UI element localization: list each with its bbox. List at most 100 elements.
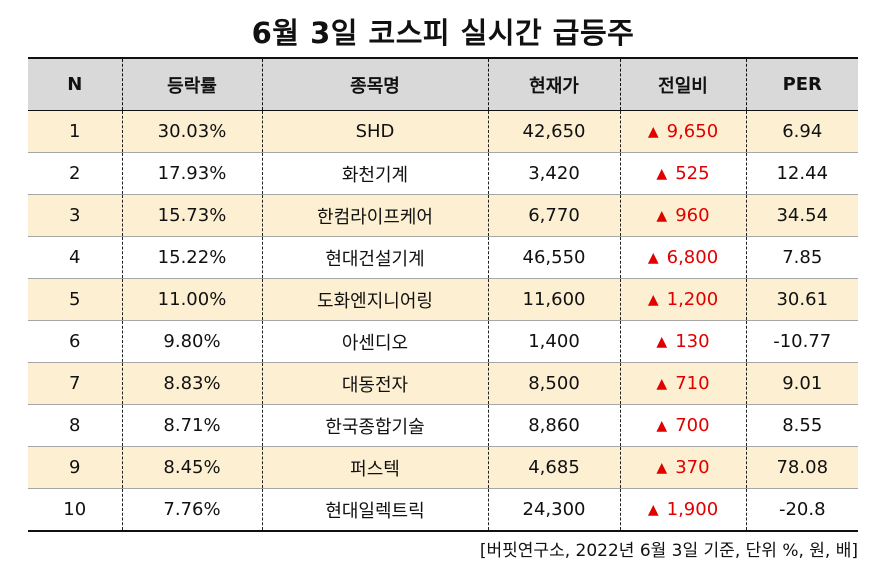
cell-stock-name: 한컴라이프케어 [261, 194, 488, 237]
cell-day-change: ▲ 960 [619, 194, 746, 237]
table-row: 3 15.73% 한컴라이프케어 6,770 ▲ 960 34.54 [28, 194, 858, 237]
table-row: 1 30.03% SHD 42,650 ▲ 9,650 6.94 [28, 110, 858, 153]
stock-table: N 등락률 종목명 현재가 전일비 PER 1 30.03% SHD 42,650 ▲ 9… [28, 57, 858, 532]
cell-day-change: ▲ 1,200 [619, 278, 746, 321]
cell-per: 78.08 [745, 446, 858, 489]
cell-day-change: ▲ 710 [619, 362, 746, 405]
header-per: PER [745, 59, 858, 111]
stock-table-grid: N 등락률 종목명 현재가 전일비 PER 1 30.03% SHD 42,650 ▲ 9… [28, 59, 858, 530]
day-change-value: 525 [675, 163, 710, 184]
up-triangle-icon: ▲ [656, 418, 668, 434]
cell-per: 6.94 [745, 110, 858, 153]
up-triangle-icon: ▲ [656, 166, 668, 182]
cell-day-change: ▲ 700 [619, 404, 746, 447]
header-row: N 등락률 종목명 현재가 전일비 PER [28, 59, 858, 111]
up-triangle-icon: ▲ [647, 124, 659, 140]
cell-per: 12.44 [745, 152, 858, 195]
cell-per: 34.54 [745, 194, 858, 237]
cell-current-price: 11,600 [487, 278, 620, 321]
cell-change-rate: 15.22% [121, 236, 262, 279]
table-row: 2 17.93% 화천기계 3,420 ▲ 525 12.44 [28, 152, 858, 195]
cell-current-price: 1,400 [487, 320, 620, 363]
cell-change-rate: 9.80% [121, 320, 262, 363]
cell-stock-name: 현대일렉트릭 [261, 488, 488, 530]
cell-stock-name: 한국종합기술 [261, 404, 488, 447]
day-change-value: 6,800 [666, 247, 719, 268]
page-title: 6월 3일 코스피 실시간 급등주 [251, 16, 635, 50]
cell-stock-name: 아센디오 [261, 320, 488, 363]
table-row: 7 8.83% 대동전자 8,500 ▲ 710 9.01 [28, 362, 858, 405]
cell-change-rate: 8.83% [121, 362, 262, 405]
table-row: 6 9.80% 아센디오 1,400 ▲ 130 -10.77 [28, 320, 858, 363]
header-n: N [28, 59, 122, 111]
cell-stock-name: 대동전자 [261, 362, 488, 405]
cell-day-change: ▲ 370 [619, 446, 746, 489]
header-rate: 등락률 [121, 59, 262, 111]
header-price: 현재가 [487, 59, 620, 111]
day-change-value: 370 [675, 457, 710, 478]
cell-stock-name: 현대건설기계 [261, 236, 488, 279]
cell-rank: 3 [28, 194, 122, 237]
cell-change-rate: 11.00% [121, 278, 262, 321]
up-triangle-icon: ▲ [656, 460, 668, 476]
cell-per: -10.77 [745, 320, 858, 363]
cell-rank: 6 [28, 320, 122, 363]
cell-current-price: 24,300 [487, 488, 620, 530]
cell-current-price: 46,550 [487, 236, 620, 279]
cell-current-price: 6,770 [487, 194, 620, 237]
cell-current-price: 42,650 [487, 110, 620, 153]
cell-current-price: 8,860 [487, 404, 620, 447]
header-name: 종목명 [261, 59, 488, 111]
table-row: 5 11.00% 도화엔지니어링 11,600 ▲ 1,200 30.61 [28, 278, 858, 321]
cell-per: 30.61 [745, 278, 858, 321]
cell-stock-name: 도화엔지니어링 [261, 278, 488, 321]
table-row: 10 7.76% 현대일렉트릭 24,300 ▲ 1,900 -20.8 [28, 488, 858, 530]
up-triangle-icon: ▲ [647, 502, 659, 518]
table-row: 8 8.71% 한국종합기술 8,860 ▲ 700 8.55 [28, 404, 858, 447]
header-change: 전일비 [619, 59, 746, 111]
up-triangle-icon: ▲ [656, 334, 668, 350]
cell-current-price: 4,685 [487, 446, 620, 489]
up-triangle-icon: ▲ [647, 292, 659, 308]
table-row: 4 15.22% 현대건설기계 46,550 ▲ 6,800 7.85 [28, 236, 858, 279]
cell-rank: 9 [28, 446, 122, 489]
cell-rank: 5 [28, 278, 122, 321]
table-row: 9 8.45% 퍼스텍 4,685 ▲ 370 78.08 [28, 446, 858, 489]
cell-per: 8.55 [745, 404, 858, 447]
cell-stock-name: 퍼스텍 [261, 446, 488, 489]
up-triangle-icon: ▲ [656, 208, 668, 224]
cell-per: 9.01 [745, 362, 858, 405]
cell-rank: 7 [28, 362, 122, 405]
table-body: 1 30.03% SHD 42,650 ▲ 9,650 6.94 2 17.93% 화천기계 3,4… [28, 110, 858, 530]
cell-per: -20.8 [745, 488, 858, 530]
day-change-value: 9,650 [666, 121, 719, 142]
day-change-value: 710 [675, 373, 710, 394]
up-triangle-icon: ▲ [656, 376, 668, 392]
cell-current-price: 8,500 [487, 362, 620, 405]
cell-change-rate: 30.03% [121, 110, 262, 153]
cell-change-rate: 7.76% [121, 488, 262, 530]
day-change-value: 1,900 [666, 499, 719, 520]
cell-change-rate: 8.71% [121, 404, 262, 447]
cell-change-rate: 15.73% [121, 194, 262, 237]
cell-rank: 1 [28, 110, 122, 153]
cell-day-change: ▲ 525 [619, 152, 746, 195]
cell-rank: 2 [28, 152, 122, 195]
day-change-value: 1,200 [666, 289, 719, 310]
cell-day-change: ▲ 9,650 [619, 110, 746, 153]
up-triangle-icon: ▲ [647, 250, 659, 266]
cell-day-change: ▲ 130 [619, 320, 746, 363]
cell-change-rate: 17.93% [121, 152, 262, 195]
cell-rank: 10 [63, 499, 87, 520]
cell-current-price: 3,420 [487, 152, 620, 195]
cell-stock-name: SHD [261, 110, 488, 153]
cell-day-change: ▲ 1,900 [619, 488, 746, 530]
source-footnote: [버핏연구소, 2022년 6월 3일 기준, 단위 %, 원, 배] [479, 541, 858, 561]
day-change-value: 130 [675, 331, 710, 352]
cell-day-change: ▲ 6,800 [619, 236, 746, 279]
day-change-value: 700 [675, 415, 710, 436]
cell-per: 7.85 [745, 236, 858, 279]
cell-change-rate: 8.45% [121, 446, 262, 489]
cell-rank: 4 [28, 236, 122, 279]
cell-rank: 8 [28, 404, 122, 447]
